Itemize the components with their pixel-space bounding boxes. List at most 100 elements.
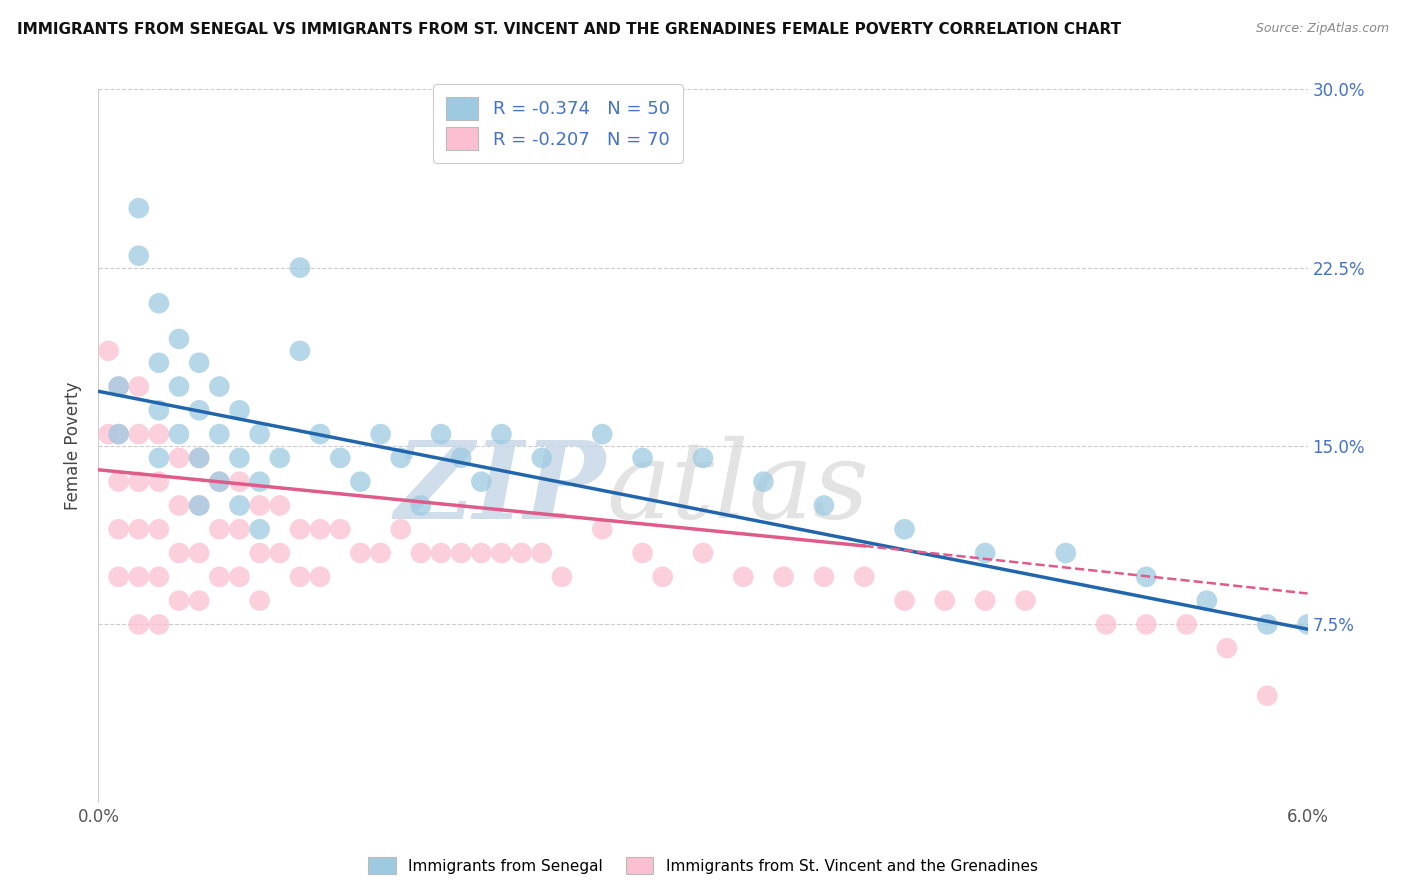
Point bbox=[1054, 546, 1077, 560]
Text: ZIP: ZIP bbox=[395, 436, 606, 541]
Point bbox=[188, 356, 211, 370]
Point bbox=[692, 546, 714, 560]
Point bbox=[208, 475, 231, 489]
Point bbox=[128, 427, 150, 442]
Point bbox=[188, 450, 211, 465]
Point bbox=[309, 522, 332, 536]
Point bbox=[430, 427, 453, 442]
Point bbox=[370, 546, 392, 560]
Point bbox=[107, 427, 129, 442]
Point bbox=[128, 249, 150, 263]
Point bbox=[510, 546, 533, 560]
Point bbox=[228, 475, 250, 489]
Point bbox=[631, 450, 654, 465]
Point bbox=[491, 546, 513, 560]
Point bbox=[167, 427, 190, 442]
Point bbox=[1175, 617, 1198, 632]
Point bbox=[249, 499, 271, 513]
Point bbox=[692, 450, 714, 465]
Point bbox=[288, 260, 311, 275]
Point bbox=[188, 499, 211, 513]
Point bbox=[288, 570, 311, 584]
Point bbox=[1195, 593, 1218, 607]
Point bbox=[470, 475, 492, 489]
Point bbox=[551, 570, 574, 584]
Point bbox=[208, 475, 231, 489]
Point bbox=[733, 570, 755, 584]
Point bbox=[269, 546, 291, 560]
Text: atlas: atlas bbox=[606, 436, 869, 541]
Point bbox=[853, 570, 876, 584]
Point bbox=[249, 546, 271, 560]
Point bbox=[491, 427, 513, 442]
Point bbox=[329, 522, 352, 536]
Point bbox=[167, 332, 190, 346]
Point bbox=[934, 593, 956, 607]
Point bbox=[208, 427, 231, 442]
Point bbox=[249, 475, 271, 489]
Point bbox=[1256, 617, 1278, 632]
Point bbox=[752, 475, 775, 489]
Point bbox=[208, 379, 231, 393]
Point bbox=[128, 475, 150, 489]
Point bbox=[148, 427, 170, 442]
Point bbox=[772, 570, 794, 584]
Point bbox=[309, 570, 332, 584]
Point bbox=[228, 450, 250, 465]
Point bbox=[1256, 689, 1278, 703]
Point bbox=[188, 499, 211, 513]
Text: IMMIGRANTS FROM SENEGAL VS IMMIGRANTS FROM ST. VINCENT AND THE GRENADINES FEMALE: IMMIGRANTS FROM SENEGAL VS IMMIGRANTS FR… bbox=[17, 22, 1121, 37]
Point bbox=[1296, 617, 1319, 632]
Point bbox=[813, 570, 835, 584]
Y-axis label: Female Poverty: Female Poverty bbox=[65, 382, 83, 510]
Legend: Immigrants from Senegal, Immigrants from St. Vincent and the Grenadines: Immigrants from Senegal, Immigrants from… bbox=[363, 851, 1043, 880]
Point bbox=[893, 522, 915, 536]
Point bbox=[249, 522, 271, 536]
Point bbox=[128, 201, 150, 215]
Point bbox=[813, 499, 835, 513]
Point bbox=[107, 570, 129, 584]
Point bbox=[893, 593, 915, 607]
Point bbox=[128, 522, 150, 536]
Point bbox=[167, 546, 190, 560]
Point bbox=[1135, 617, 1157, 632]
Point bbox=[128, 379, 150, 393]
Point bbox=[208, 570, 231, 584]
Point bbox=[97, 343, 120, 358]
Point bbox=[249, 427, 271, 442]
Point bbox=[530, 546, 553, 560]
Point bbox=[974, 546, 997, 560]
Point bbox=[269, 499, 291, 513]
Point bbox=[188, 403, 211, 417]
Point bbox=[107, 379, 129, 393]
Point bbox=[430, 546, 453, 560]
Point bbox=[651, 570, 673, 584]
Point bbox=[288, 522, 311, 536]
Point bbox=[148, 296, 170, 310]
Point bbox=[288, 343, 311, 358]
Point bbox=[1014, 593, 1036, 607]
Text: Source: ZipAtlas.com: Source: ZipAtlas.com bbox=[1256, 22, 1389, 36]
Point bbox=[167, 450, 190, 465]
Point bbox=[148, 450, 170, 465]
Point bbox=[107, 522, 129, 536]
Point bbox=[389, 522, 412, 536]
Point bbox=[148, 403, 170, 417]
Point bbox=[450, 546, 472, 560]
Point bbox=[249, 593, 271, 607]
Point bbox=[591, 427, 613, 442]
Point bbox=[409, 546, 432, 560]
Point bbox=[228, 499, 250, 513]
Point bbox=[1135, 570, 1157, 584]
Point bbox=[128, 570, 150, 584]
Point bbox=[208, 522, 231, 536]
Point bbox=[188, 450, 211, 465]
Point bbox=[128, 617, 150, 632]
Point bbox=[470, 546, 492, 560]
Point bbox=[107, 475, 129, 489]
Point bbox=[631, 546, 654, 560]
Point bbox=[148, 475, 170, 489]
Point bbox=[450, 450, 472, 465]
Point bbox=[167, 499, 190, 513]
Point bbox=[370, 427, 392, 442]
